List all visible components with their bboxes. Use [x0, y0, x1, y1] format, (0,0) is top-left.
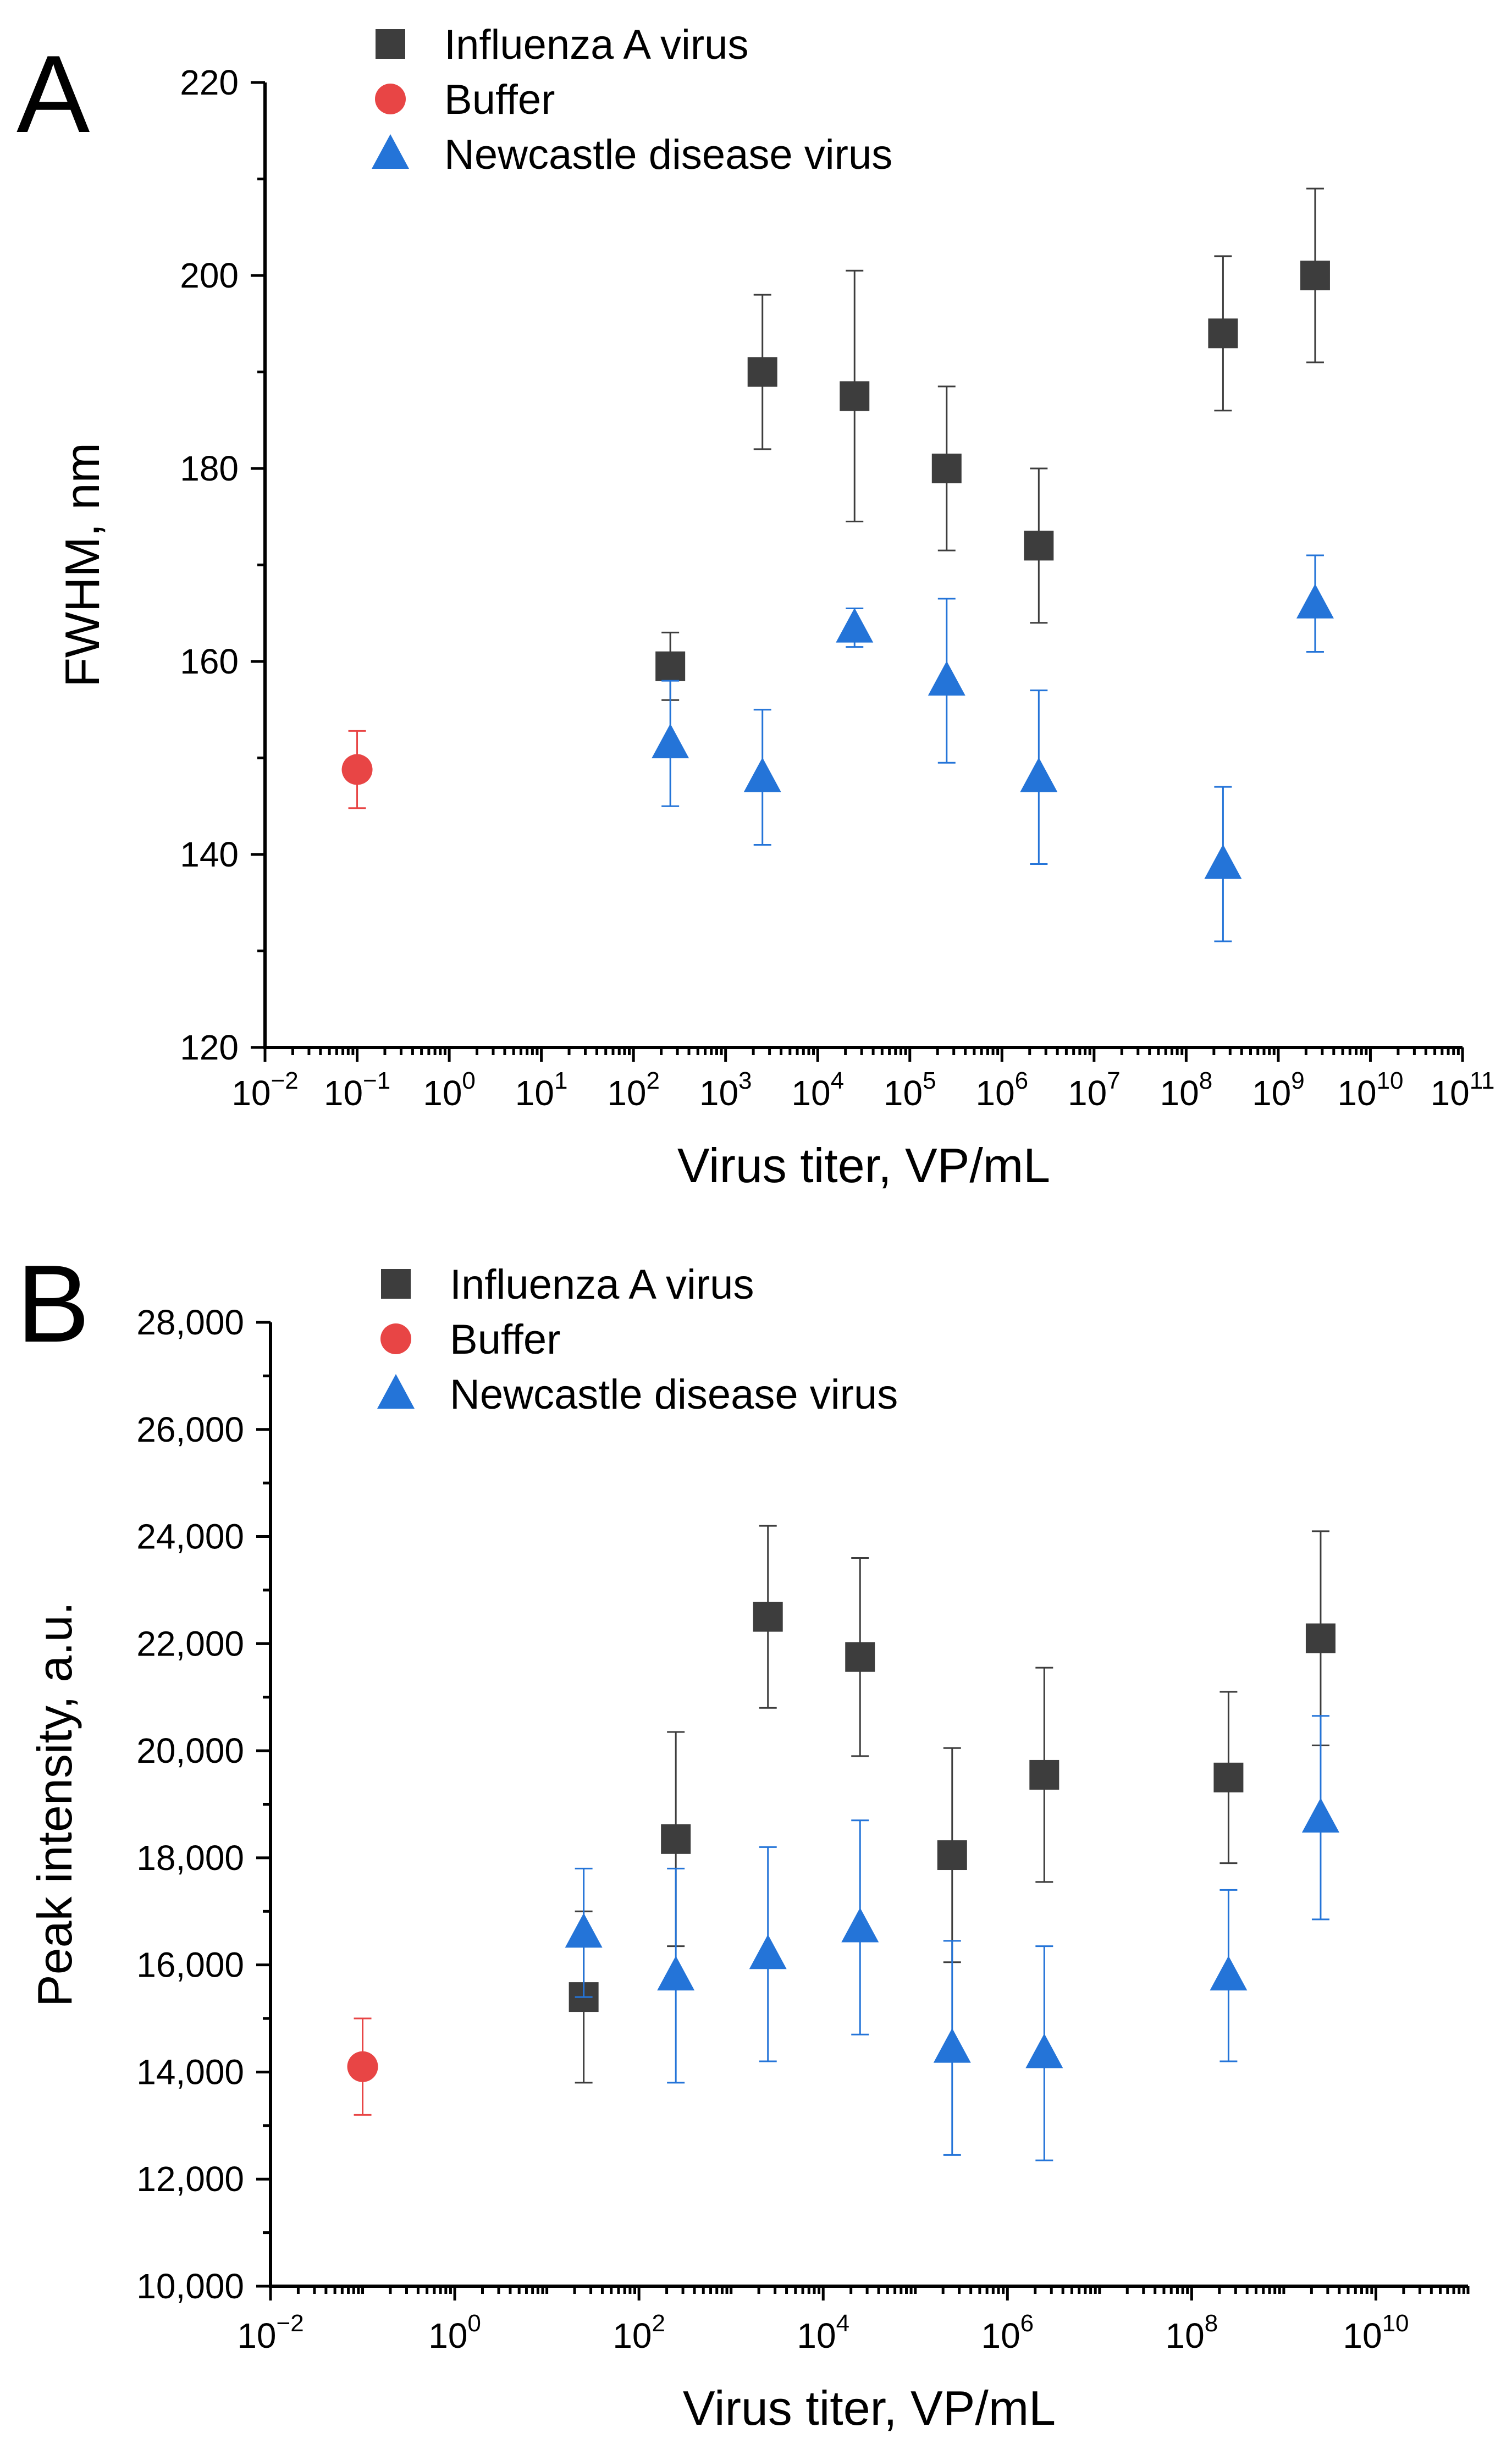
series-influenza-a-virus: [655, 187, 1330, 701]
data-point: [1296, 583, 1334, 619]
x-tick-label: 106: [975, 1067, 1028, 1113]
y-tick-label: 26,000: [136, 1410, 244, 1449]
data-point: [1208, 318, 1238, 349]
data-point: [931, 454, 962, 483]
legend-label: Newcastle disease virus: [444, 131, 892, 178]
x-tick-label: 107: [1068, 1067, 1121, 1113]
x-tick-label: 1010: [1337, 1067, 1403, 1113]
series-buffer: [347, 2017, 378, 2116]
data-point: [661, 1824, 691, 1854]
panel-letter: B: [16, 1243, 90, 1365]
x-tick-label: 105: [884, 1067, 936, 1113]
data-point: [652, 724, 689, 759]
x-axis-title: Virus titer, VP/mL: [683, 2381, 1056, 2435]
legend-marker: [380, 1323, 411, 1354]
panel-letter: A: [16, 33, 90, 156]
data-point: [1020, 757, 1058, 792]
y-tick-label: 120: [180, 1028, 239, 1067]
data-point: [657, 1956, 695, 1991]
legend-label: Influenza A virus: [450, 1261, 754, 1308]
x-tick-label: 10−2: [231, 1067, 298, 1113]
series-newcastle-disease-virus: [565, 1715, 1339, 2161]
x-tick-label: 106: [981, 2310, 1034, 2355]
y-tick-label: 24,000: [136, 1517, 244, 1557]
data-point: [840, 381, 870, 411]
x-tick-label: 100: [428, 2310, 481, 2355]
legend-marker: [377, 1374, 415, 1409]
y-tick-label: 160: [180, 642, 239, 681]
legend-marker: [376, 29, 405, 59]
y-tick-label: 14,000: [136, 2052, 244, 2092]
data-point: [933, 2028, 971, 2063]
x-tick-label: 103: [699, 1067, 752, 1113]
data-point: [937, 1840, 967, 1871]
x-tick-label: 109: [1252, 1067, 1305, 1113]
panel-a: A 120 140 160 180 200 220 10−2 10−1 100 101 102 103 1…: [16, 21, 1494, 1193]
y-tick-label: 28,000: [136, 1303, 244, 1342]
data-point: [749, 1934, 787, 1969]
data-point: [753, 1602, 783, 1632]
x-tick-label: 104: [791, 1067, 844, 1113]
data-point: [1025, 2033, 1063, 2068]
legend-marker: [375, 84, 406, 114]
x-tick-label: 102: [612, 2310, 665, 2355]
data-point: [841, 1907, 879, 1943]
data-point: [341, 754, 373, 785]
series-influenza-a-virus: [569, 1525, 1336, 2084]
series-buffer: [341, 730, 373, 809]
y-tick-label: 180: [180, 449, 239, 488]
data-point: [1024, 531, 1054, 561]
legend-marker: [381, 1269, 411, 1299]
data-point: [565, 1913, 603, 1948]
y-tick-label: 12,000: [136, 2159, 244, 2199]
panel-b: B 10,000 12,000 14,000 16,000 18,000 20,000 22,…: [16, 1243, 1470, 2435]
series-newcastle-disease-virus: [652, 554, 1334, 942]
y-axis-title: Peak intensity, a.u.: [27, 1602, 82, 2007]
x-tick-label: 1010: [1343, 2310, 1409, 2355]
data-point: [1305, 1623, 1336, 1653]
data-point: [655, 651, 686, 681]
data-point: [743, 757, 781, 792]
data-point: [1213, 1762, 1244, 1792]
legend-label: Influenza A virus: [444, 21, 748, 68]
x-tick-label: 100: [423, 1067, 476, 1113]
y-axis-title: FWHM, nm: [55, 443, 109, 687]
y-tick-label: 18,000: [136, 1838, 244, 1878]
x-tick-label: 108: [1166, 2310, 1218, 2355]
y-tick-label: 10,000: [136, 2266, 244, 2306]
x-tick-label: 10−1: [324, 1067, 390, 1113]
legend-label: Newcastle disease virus: [450, 1371, 898, 1418]
y-tick-label: 220: [180, 63, 239, 102]
x-tick-label: 1011: [1431, 1067, 1495, 1113]
data-point: [836, 608, 874, 643]
data-point: [1301, 1797, 1339, 1833]
x-axis-title: Virus titer, VP/mL: [677, 1138, 1050, 1193]
data-point: [1300, 261, 1330, 290]
x-tick-label: 102: [607, 1067, 660, 1113]
x-tick-label: 10−2: [237, 2310, 303, 2355]
y-tick-label: 16,000: [136, 1945, 244, 1985]
legend-marker: [372, 134, 409, 169]
x-tick-label: 104: [797, 2310, 849, 2355]
data-point: [747, 357, 777, 387]
legend-label: Buffer: [444, 76, 555, 123]
data-point: [928, 661, 965, 696]
data-point: [347, 2051, 378, 2082]
x-tick-label: 101: [515, 1067, 568, 1113]
y-tick-label: 20,000: [136, 1731, 244, 1770]
y-tick-label: 22,000: [136, 1624, 244, 1663]
y-tick-label: 200: [180, 256, 239, 295]
data-point: [1210, 1956, 1248, 1991]
legend-label: Buffer: [450, 1316, 560, 1363]
data-point: [1029, 1759, 1059, 1790]
data-point: [1204, 844, 1242, 879]
y-tick-label: 140: [180, 835, 239, 874]
x-tick-label: 108: [1160, 1067, 1213, 1113]
data-point: [845, 1642, 875, 1672]
